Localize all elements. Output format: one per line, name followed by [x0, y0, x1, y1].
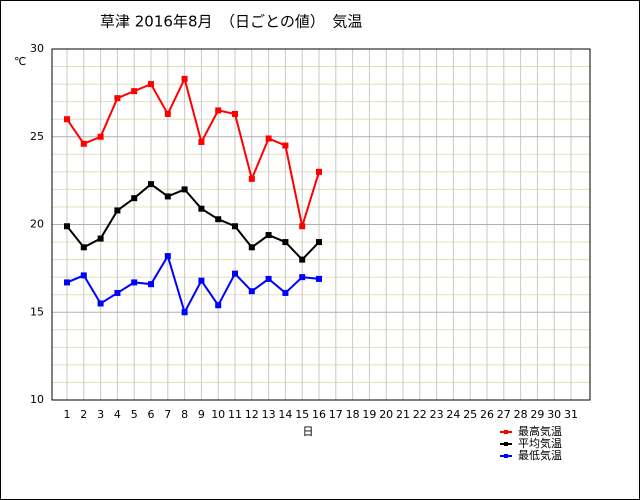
x-tick-label: 8 — [181, 408, 188, 421]
point — [299, 223, 306, 230]
x-tick-label: 27 — [497, 408, 511, 421]
point — [282, 239, 289, 246]
x-tick-label: 28 — [514, 408, 528, 421]
series-line — [66, 182, 320, 262]
point — [299, 274, 306, 281]
x-tick-label: 21 — [396, 408, 410, 421]
point — [80, 272, 87, 279]
legend-label: 最低気温 — [518, 448, 562, 462]
y-tick-label: 10 — [30, 393, 44, 406]
x-tick-label: 10 — [211, 408, 225, 421]
point — [265, 275, 272, 282]
point — [248, 244, 255, 251]
x-tick-label: 6 — [148, 408, 155, 421]
x-tick-label: 4 — [114, 408, 121, 421]
point — [215, 107, 222, 114]
point — [131, 279, 138, 286]
point — [299, 256, 306, 263]
x-tick-label: 31 — [564, 408, 578, 421]
point — [248, 175, 255, 182]
y-tick-label: 20 — [30, 218, 44, 231]
point — [215, 216, 222, 223]
y-tick-label: 25 — [30, 130, 44, 143]
point — [97, 133, 104, 140]
series-line — [66, 75, 320, 227]
point — [232, 110, 238, 117]
x-tick-label: 25 — [463, 408, 477, 421]
x-tick-label: 19 — [362, 408, 376, 421]
point — [164, 253, 171, 260]
point — [64, 279, 70, 286]
point — [114, 207, 121, 214]
point — [316, 275, 322, 282]
point — [198, 139, 205, 146]
x-tick-label: 24 — [446, 408, 460, 421]
point — [164, 193, 171, 200]
point — [248, 288, 255, 295]
chart-title: 草津 2016年8月 （日ごとの値） 気温 — [100, 13, 362, 31]
point — [148, 81, 154, 88]
point — [232, 270, 238, 277]
x-tick-label: 16 — [312, 408, 326, 421]
point — [265, 232, 272, 239]
point — [131, 195, 138, 202]
y-tick-label: 30 — [30, 42, 44, 55]
point — [265, 135, 272, 142]
x-tick-label: 13 — [262, 408, 276, 421]
x-tick-label: 26 — [480, 408, 494, 421]
x-tick-label: 29 — [530, 408, 544, 421]
point — [148, 181, 154, 188]
point — [80, 140, 87, 147]
point — [316, 239, 322, 246]
x-tick-label: 2 — [80, 408, 87, 421]
x-tick-label: 18 — [346, 408, 360, 421]
legend-marker — [504, 454, 508, 458]
x-tick-label: 9 — [198, 408, 205, 421]
x-tick-label: 7 — [164, 408, 171, 421]
x-axis-label: 日 — [303, 425, 314, 438]
point — [316, 168, 322, 175]
x-tick-label: 17 — [329, 408, 343, 421]
x-tick-label: 22 — [413, 408, 427, 421]
point — [282, 142, 289, 149]
point — [232, 223, 238, 230]
point — [97, 235, 104, 242]
point — [64, 116, 70, 123]
x-tick-label: 3 — [97, 408, 104, 421]
x-tick-label: 14 — [278, 408, 292, 421]
legend-marker — [504, 442, 508, 446]
point — [114, 289, 121, 296]
x-tick-label: 5 — [131, 408, 138, 421]
y-tick-label: 15 — [30, 305, 44, 318]
series-line — [66, 253, 320, 315]
point — [282, 289, 289, 296]
point — [164, 110, 171, 117]
point — [80, 244, 87, 251]
x-tick-label: 15 — [295, 408, 309, 421]
legend-label: 平均気温 — [518, 436, 562, 450]
x-tick-label: 20 — [379, 408, 393, 421]
legend-label: 最高気温 — [518, 424, 562, 438]
point — [215, 302, 222, 309]
point — [181, 309, 188, 316]
x-tick-label: 30 — [547, 408, 561, 421]
point — [148, 281, 154, 288]
x-tick-label: 1 — [64, 408, 71, 421]
point — [131, 88, 138, 95]
point — [97, 300, 104, 307]
point — [198, 205, 205, 212]
plot-area — [51, 48, 591, 401]
x-tick-label: 11 — [228, 408, 242, 421]
x-tick-label: 12 — [245, 408, 259, 421]
point — [64, 223, 70, 230]
point — [114, 95, 121, 102]
legend-marker — [504, 430, 508, 434]
point — [198, 277, 205, 284]
point — [181, 75, 188, 82]
point — [181, 186, 188, 193]
y-axis-label: ℃ — [14, 55, 26, 68]
x-tick-label: 23 — [430, 408, 444, 421]
